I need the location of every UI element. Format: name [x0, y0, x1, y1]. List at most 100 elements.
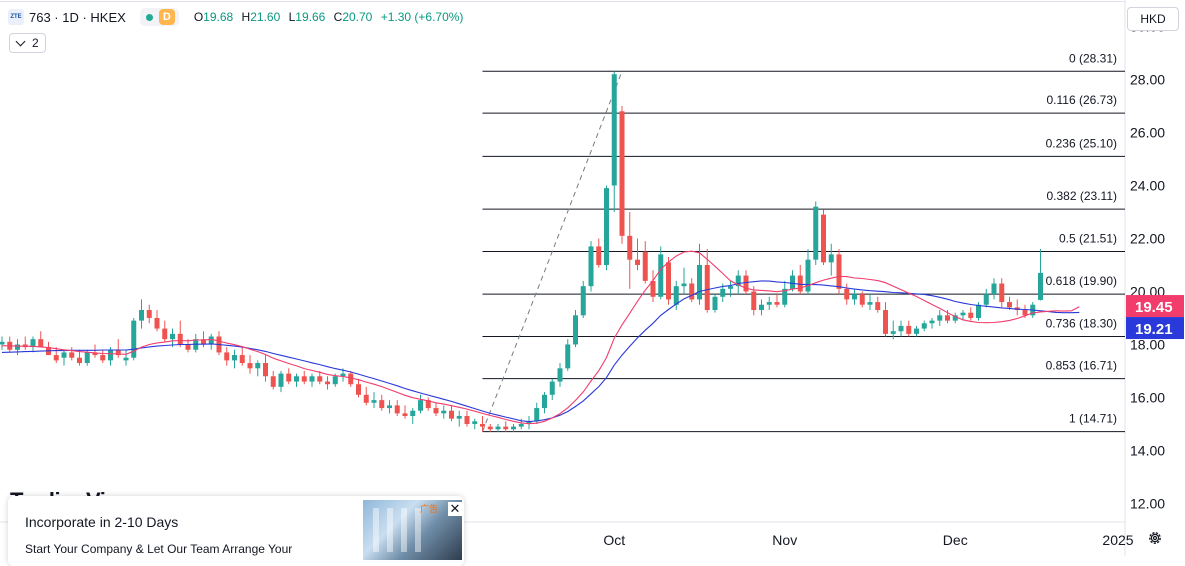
- candle-body: [309, 376, 315, 382]
- price-tick-label: 16.00: [1130, 389, 1165, 405]
- candle-body: [580, 286, 586, 316]
- candle-body: [425, 400, 431, 409]
- fib-level-label: 0.5 (21.51): [1059, 231, 1117, 245]
- candle-body: [162, 328, 168, 340]
- fib-level-label: 0.382 (23.11): [1047, 189, 1118, 203]
- candle-body: [952, 315, 958, 321]
- ohlc-close-value: 20.70: [342, 10, 373, 24]
- price-tick-label: 12.00: [1130, 495, 1165, 511]
- candle-body: [611, 74, 617, 186]
- candle-body: [487, 426, 493, 430]
- candle-body: [681, 283, 687, 287]
- candle-body: [139, 310, 144, 321]
- candle-body: [588, 246, 594, 287]
- candle-body: [480, 423, 485, 427]
- candle-body: [61, 352, 67, 358]
- candle-body: [92, 352, 98, 356]
- candle-body: [790, 275, 795, 289]
- candle-body: [883, 310, 888, 334]
- candle-body: [263, 363, 268, 377]
- candle-body: [239, 355, 245, 364]
- candle-body: [526, 421, 532, 424]
- time-tick-label: Oct: [603, 532, 625, 548]
- moving-average-fast-line: [2, 250, 1080, 425]
- candle-body: [573, 315, 578, 345]
- close-icon[interactable]: ✕: [448, 501, 462, 516]
- candle-body: [503, 426, 509, 430]
- candle-body: [619, 111, 625, 236]
- last-price-label: 19.21: [1135, 321, 1173, 338]
- ad-banner[interactable]: Incorporate in 2-10 Days Start Your Comp…: [8, 496, 464, 566]
- candle-body: [828, 254, 834, 263]
- price-tick-label: 18.00: [1130, 336, 1165, 352]
- candle-body: [53, 355, 59, 361]
- indicators-toggle[interactable]: 2: [9, 33, 46, 53]
- candle-body: [410, 410, 416, 417]
- candle-body: [472, 421, 478, 424]
- candle-body: [30, 339, 36, 348]
- candle-body: [332, 376, 338, 385]
- settings-icon[interactable]: [1147, 530, 1163, 546]
- ad-subtitle[interactable]: Start Your Company & Let Our Team Arrang…: [25, 542, 293, 556]
- symbol-logo[interactable]: ZTE: [8, 9, 24, 25]
- candle-body: [387, 405, 392, 409]
- candle-body: [782, 288, 788, 305]
- candle-body: [542, 394, 547, 409]
- time-axis: Oct Nov Dec 2025: [603, 532, 1133, 548]
- chevron-down-icon: [15, 36, 26, 47]
- ad-title[interactable]: Incorporate in 2-10 Days: [25, 514, 179, 530]
- candle-body: [418, 400, 423, 411]
- candle-body: [658, 254, 664, 297]
- candle-body: [914, 328, 919, 334]
- candle-body: [937, 315, 943, 321]
- candle-body: [371, 400, 377, 403]
- candle-body: [999, 283, 1005, 303]
- candle-body: [728, 286, 733, 289]
- candle-body: [890, 331, 896, 334]
- candle-body: [270, 376, 276, 387]
- candle-body: [185, 344, 191, 350]
- candle-body: [170, 333, 175, 340]
- candle-body: [844, 288, 850, 300]
- candle-body: [836, 254, 842, 289]
- time-tick-label: Nov: [772, 532, 797, 548]
- candle-body: [464, 416, 470, 424]
- candle-body: [751, 291, 757, 311]
- market-open-dot-icon: [145, 13, 153, 21]
- candle-body: [759, 304, 764, 311]
- data-badge: D: [158, 9, 175, 25]
- fib-level-label: 0.618 (19.90): [1046, 274, 1117, 288]
- time-tick-label: Dec: [943, 532, 968, 548]
- candle-body: [38, 339, 44, 348]
- candle-body: [348, 373, 354, 385]
- ad-image[interactable]: [363, 500, 462, 560]
- fib-level-label: 0.116 (26.73): [1047, 93, 1118, 107]
- candle-body: [177, 333, 183, 345]
- candle-body: [394, 405, 400, 414]
- candle-body: [449, 410, 454, 419]
- ohlc-high-value: 21.60: [250, 10, 281, 24]
- candle-body: [635, 259, 640, 265]
- candle-body: [201, 339, 206, 345]
- last-price-label-box: [1126, 317, 1184, 340]
- candle-body: [208, 336, 214, 345]
- ohlc-open-value: 19.68: [203, 10, 234, 24]
- candle-body: [743, 275, 749, 292]
- ohlc-change-value: +1.30 (+6.70%): [380, 10, 464, 24]
- candle-body: [123, 357, 129, 361]
- candle-body: [356, 384, 361, 395]
- candle-body: [673, 286, 679, 305]
- candle-body: [534, 408, 540, 422]
- market-status-pill[interactable]: D: [139, 8, 179, 26]
- fib-level-label: 1 (14.71): [1069, 412, 1117, 426]
- chart-header: ZTE 763 · 1D · HKEX D O19.68 H21.60 L19.…: [8, 6, 468, 28]
- candle-body: [735, 275, 741, 287]
- candle-body: [650, 280, 656, 297]
- candle-body: [1007, 302, 1012, 308]
- price-tick-label: 28.00: [1130, 71, 1165, 87]
- candle-body: [402, 413, 408, 417]
- currency-button[interactable]: HKD: [1127, 7, 1179, 31]
- symbol-title[interactable]: 763 · 1D · HKEX: [29, 9, 126, 25]
- candle-body: [325, 381, 330, 385]
